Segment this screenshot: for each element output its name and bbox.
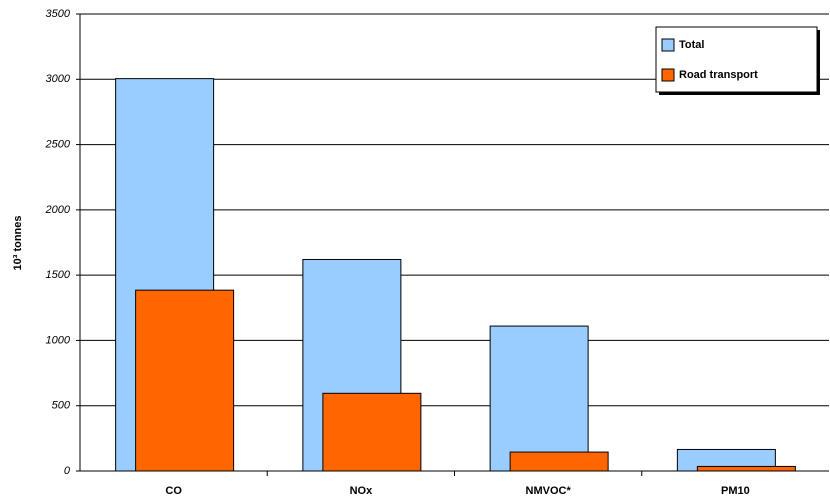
x-tick-label: NOx <box>350 485 374 497</box>
legend-swatch <box>661 68 675 82</box>
x-tick-label: CO <box>165 485 182 497</box>
bar <box>696 465 796 472</box>
legend-label: Total <box>679 39 704 51</box>
y-tick-label: 2000 <box>45 204 71 216</box>
legend-label: Road transport <box>679 69 758 81</box>
y-tick-label: 3500 <box>46 8 71 20</box>
y-axis-label: 10³ tonnes <box>12 215 24 270</box>
y-tick-label: 3000 <box>46 73 71 85</box>
legend-swatch <box>661 38 675 52</box>
bar <box>509 451 609 472</box>
bar <box>489 325 589 472</box>
y-tick-label: 0 <box>64 465 71 477</box>
bar <box>135 289 235 472</box>
x-tick-label: NMVOC* <box>526 485 572 497</box>
legend <box>655 26 818 93</box>
y-tick-label: 2500 <box>45 138 71 150</box>
y-tick-label: 1500 <box>46 269 71 281</box>
x-tick-label: PM10 <box>721 485 750 497</box>
y-tick-label: 500 <box>52 400 71 412</box>
bar <box>322 392 422 472</box>
y-tick-label: 1000 <box>46 334 71 346</box>
